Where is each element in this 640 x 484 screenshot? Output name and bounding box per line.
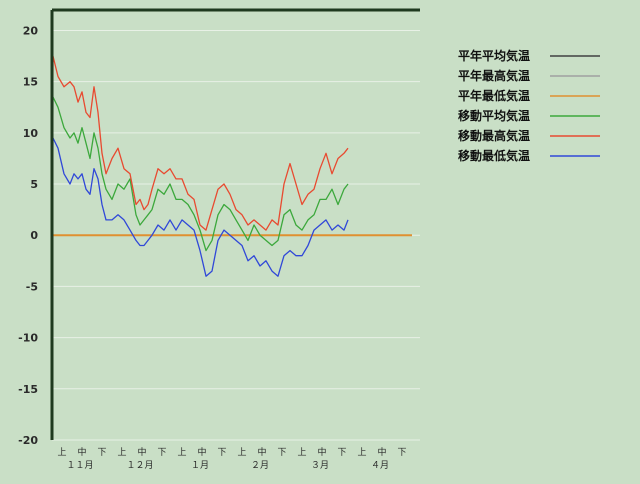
y-tick-label: -15 — [18, 383, 38, 396]
y-tick-label: 5 — [30, 178, 38, 191]
x-tick-label: 中 — [377, 446, 386, 458]
x-tick-label: 上 — [237, 447, 246, 458]
x-tick-label: 上 — [117, 447, 126, 458]
x-tick-label: 中 — [197, 446, 206, 458]
x-tick-label: 下 — [97, 448, 106, 458]
y-tick-label: -20 — [18, 434, 38, 447]
legend-label: 平年平均気温 — [458, 48, 530, 63]
x-tick-label: 上 — [357, 447, 366, 458]
x-tick-label: 下 — [397, 448, 406, 458]
month-label: １２月 — [126, 460, 153, 471]
x-tick-label: 下 — [277, 448, 286, 458]
month-label: ４月 — [371, 460, 389, 471]
y-tick-label: 15 — [23, 76, 38, 89]
legend-label: 移動最高気温 — [458, 128, 530, 143]
tick-labels: 20151050-5-10-15-20上中下上中下上中下上中下上中下上中下１１月… — [18, 24, 406, 471]
month-label: １１月 — [66, 460, 93, 471]
y-tick-label: 0 — [30, 229, 38, 242]
legend-label: 移動最低気温 — [458, 148, 530, 163]
x-tick-label: 上 — [297, 447, 306, 458]
y-tick-label: 10 — [23, 127, 39, 140]
x-tick-label: 上 — [57, 447, 66, 458]
y-tick-label: 20 — [23, 24, 39, 37]
series-lines — [51, 55, 412, 277]
x-tick-label: 下 — [337, 448, 346, 458]
y-tick-label: -5 — [26, 280, 38, 293]
legend-label: 平年最低気温 — [458, 88, 530, 103]
x-tick-label: 上 — [177, 447, 186, 458]
series-line-4 — [51, 55, 349, 236]
x-tick-label: 下 — [217, 448, 226, 458]
x-tick-label: 中 — [317, 446, 326, 458]
axes — [50, 8, 420, 440]
month-label: ３月 — [311, 460, 329, 471]
x-tick-label: 中 — [137, 446, 146, 458]
series-line-3 — [51, 96, 349, 252]
x-tick-label: 中 — [77, 446, 86, 458]
y-tick-label: -10 — [18, 332, 38, 345]
legend-label: 平年最高気温 — [458, 68, 530, 83]
legend-label: 移動平均気温 — [458, 108, 530, 123]
month-label: ２月 — [251, 460, 269, 471]
x-tick-label: 下 — [157, 448, 166, 458]
x-tick-label: 中 — [257, 446, 266, 458]
month-label: １月 — [191, 460, 209, 471]
series-line-5 — [51, 137, 349, 277]
